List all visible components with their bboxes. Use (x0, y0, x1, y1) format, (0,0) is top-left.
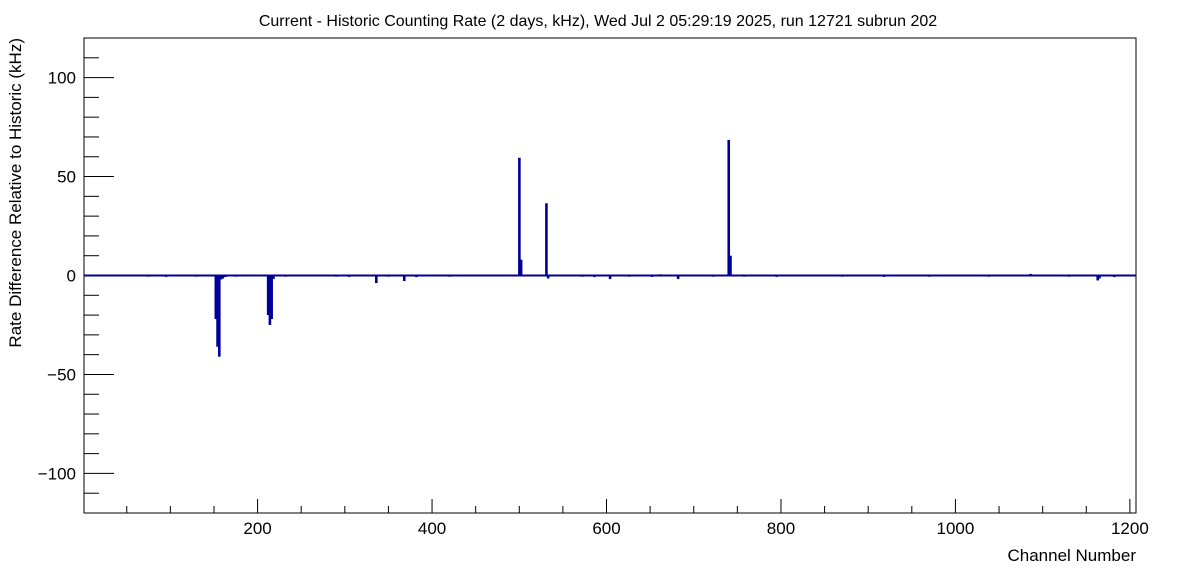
data-bar (757, 275, 761, 277)
data-bar (448, 275, 451, 277)
data-bar (266, 275, 270, 316)
data-bar (775, 275, 779, 277)
data-bar (650, 275, 654, 277)
data-bar (214, 275, 218, 320)
data-bar (903, 275, 907, 277)
data-bar (147, 275, 150, 277)
data-bar (334, 275, 338, 277)
data-bar (608, 275, 612, 280)
data-bar (387, 275, 390, 277)
data-bar (711, 275, 715, 277)
data-bar (244, 275, 247, 277)
data-bar (640, 275, 643, 277)
y-tick-label: 0 (67, 267, 76, 286)
data-bar (580, 275, 584, 277)
data-bar (295, 275, 299, 277)
data-bar (221, 275, 225, 279)
data-bar (518, 157, 521, 276)
data-bar (1112, 275, 1116, 278)
data-bar (792, 275, 796, 277)
data-bar (234, 275, 238, 277)
data-bar (158, 275, 162, 277)
data-bar (676, 275, 680, 280)
y-tick-label: 100 (48, 69, 76, 88)
y-tick-label: −100 (38, 464, 76, 483)
data-bar (627, 275, 631, 277)
y-tick-label: −50 (47, 365, 76, 384)
data-bar (1006, 275, 1010, 277)
x-tick-label: 400 (418, 519, 446, 538)
data-bar (216, 275, 219, 347)
data-bar (601, 275, 605, 277)
x-tick-label: 1000 (937, 519, 975, 538)
x-axis-label: Channel Number (1007, 546, 1136, 565)
data-bar (136, 275, 139, 277)
y-axis: −100 −50 0 50 100 (38, 57, 114, 494)
data-bar (164, 275, 168, 277)
data-series (115, 139, 1116, 357)
data-bar (184, 275, 188, 277)
data-bar (415, 275, 418, 278)
x-tick-label: 1200 (1111, 519, 1149, 538)
data-bar (559, 274, 563, 276)
data-bar (952, 275, 956, 277)
y-axis-label: Rate Difference Relative to Historic (kH… (6, 38, 25, 348)
x-tick-label: 200 (243, 519, 271, 538)
data-bar (284, 275, 287, 277)
data-bar (987, 275, 990, 277)
data-bar (218, 275, 221, 357)
data-bar (743, 275, 746, 277)
data-bar (727, 139, 731, 276)
data-bar (729, 255, 732, 276)
data-bar (519, 259, 523, 276)
data-bar (545, 203, 548, 276)
x-tick-label: 600 (592, 519, 620, 538)
data-bar (478, 275, 482, 277)
data-bar (256, 275, 259, 277)
x-axis: 200 400 600 800 1000 1200 (126, 499, 1149, 538)
data-bar (402, 275, 406, 282)
data-bar (268, 275, 272, 325)
data-bar (1096, 275, 1100, 281)
data-bar (429, 275, 432, 277)
data-bar (310, 275, 314, 277)
data-bar (219, 275, 223, 280)
data-bar (169, 275, 172, 277)
data-bar (546, 275, 550, 279)
data-bar (816, 275, 820, 277)
data-bar (270, 275, 273, 320)
data-bar (593, 275, 596, 278)
data-bar (347, 275, 351, 277)
data-bar (362, 275, 366, 277)
data-bar (1045, 275, 1049, 277)
y-tick-label: 50 (57, 168, 76, 187)
x-tick-label: 800 (767, 519, 795, 538)
data-bar (882, 275, 886, 277)
data-bar (840, 275, 844, 277)
data-bar (272, 275, 275, 280)
data-bar (928, 275, 931, 277)
data-bar (195, 275, 198, 277)
data-bar (1029, 273, 1032, 276)
data-bar (863, 275, 867, 277)
chart-title: Current - Historic Counting Rate (2 days… (259, 13, 937, 30)
data-bar (224, 275, 227, 278)
data-bar (659, 274, 662, 276)
data-bar (1067, 275, 1071, 277)
data-bar (1098, 275, 1101, 279)
data-bar (115, 275, 118, 277)
data-bar (375, 275, 378, 284)
